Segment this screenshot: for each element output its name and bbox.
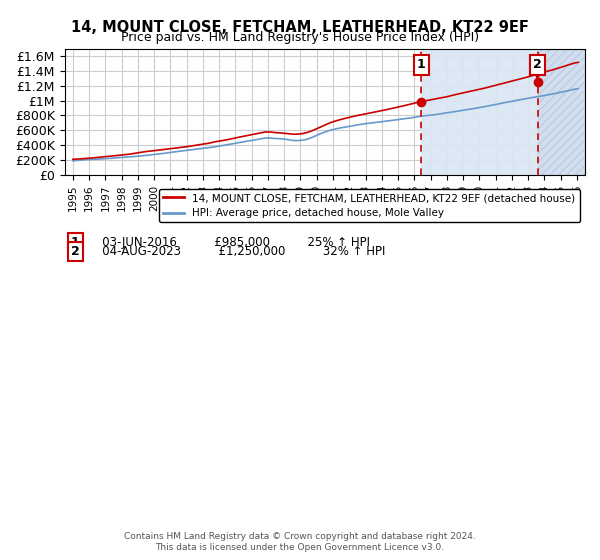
Text: 14, MOUNT CLOSE, FETCHAM, LEATHERHEAD, KT22 9EF: 14, MOUNT CLOSE, FETCHAM, LEATHERHEAD, K… bbox=[71, 20, 529, 35]
Text: Contains HM Land Registry data © Crown copyright and database right 2024.
This d: Contains HM Land Registry data © Crown c… bbox=[124, 532, 476, 552]
Text: 03-JUN-2016          £985,000          25% ↑ HPI: 03-JUN-2016 £985,000 25% ↑ HPI bbox=[91, 236, 370, 249]
Bar bbox=[421, 49, 585, 175]
Bar bbox=[538, 49, 585, 175]
Text: 2: 2 bbox=[71, 245, 80, 258]
Bar bbox=[538, 49, 585, 175]
Legend: 14, MOUNT CLOSE, FETCHAM, LEATHERHEAD, KT22 9EF (detached house), HPI: Average p: 14, MOUNT CLOSE, FETCHAM, LEATHERHEAD, K… bbox=[159, 189, 580, 222]
Text: 1: 1 bbox=[71, 236, 80, 249]
Text: 04-AUG-2023          £1,250,000          32% ↑ HPI: 04-AUG-2023 £1,250,000 32% ↑ HPI bbox=[91, 245, 385, 258]
Bar bbox=[421, 49, 585, 175]
Text: 1: 1 bbox=[417, 58, 425, 72]
Text: 2: 2 bbox=[533, 58, 542, 72]
Text: Price paid vs. HM Land Registry's House Price Index (HPI): Price paid vs. HM Land Registry's House … bbox=[121, 31, 479, 44]
